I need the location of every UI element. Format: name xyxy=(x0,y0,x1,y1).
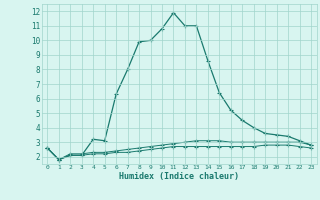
X-axis label: Humidex (Indice chaleur): Humidex (Indice chaleur) xyxy=(119,172,239,181)
